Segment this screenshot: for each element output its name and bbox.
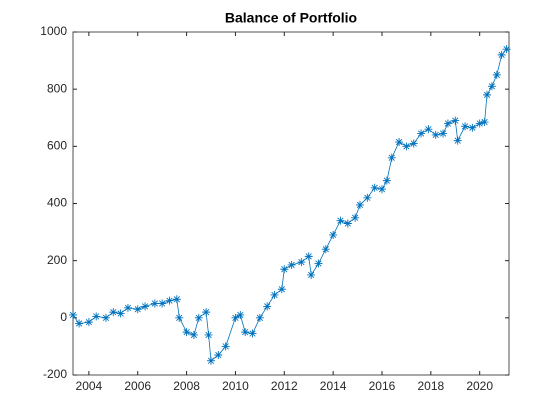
marker bbox=[116, 309, 125, 318]
chart-title: Balance of Portfolio bbox=[225, 10, 357, 26]
marker bbox=[214, 350, 223, 359]
marker bbox=[343, 219, 352, 228]
marker bbox=[158, 299, 167, 308]
marker bbox=[480, 118, 489, 127]
marker bbox=[207, 356, 216, 365]
marker bbox=[270, 290, 279, 299]
marker bbox=[172, 295, 181, 304]
marker bbox=[329, 230, 338, 239]
marker bbox=[277, 285, 286, 294]
marker bbox=[409, 139, 418, 148]
x-tick-label: 2006 bbox=[124, 379, 151, 393]
marker bbox=[221, 342, 230, 351]
marker bbox=[248, 329, 257, 338]
marker bbox=[417, 129, 426, 138]
marker bbox=[351, 213, 360, 222]
marker bbox=[255, 313, 264, 322]
marker bbox=[497, 50, 506, 59]
y-tick-label: -200 bbox=[43, 367, 67, 381]
marker bbox=[475, 119, 484, 128]
marker bbox=[231, 313, 240, 322]
marker bbox=[492, 70, 501, 79]
marker bbox=[189, 330, 198, 339]
marker bbox=[461, 122, 470, 131]
x-tick-label: 2016 bbox=[369, 379, 396, 393]
y-tick-label: 400 bbox=[47, 196, 67, 210]
marker bbox=[356, 200, 365, 209]
marker bbox=[75, 319, 84, 328]
x-tick-label: 2010 bbox=[222, 379, 249, 393]
marker bbox=[92, 312, 101, 321]
marker bbox=[443, 119, 452, 128]
marker bbox=[487, 82, 496, 91]
marker bbox=[263, 302, 272, 311]
y-tick-label: 0 bbox=[60, 310, 67, 324]
marker bbox=[483, 90, 492, 99]
marker bbox=[175, 313, 184, 322]
marker bbox=[182, 328, 191, 337]
marker bbox=[150, 299, 159, 308]
marker bbox=[451, 116, 460, 125]
marker bbox=[453, 136, 462, 145]
marker bbox=[370, 183, 379, 192]
marker bbox=[382, 176, 391, 185]
marker bbox=[204, 330, 213, 339]
marker bbox=[280, 265, 289, 274]
y-tick-label: 800 bbox=[47, 81, 67, 95]
marker bbox=[241, 328, 250, 337]
marker bbox=[236, 310, 245, 319]
marker bbox=[133, 305, 142, 314]
marker bbox=[307, 270, 316, 279]
marker bbox=[321, 245, 330, 254]
marker bbox=[377, 185, 386, 194]
marker bbox=[402, 142, 411, 151]
marker bbox=[202, 308, 211, 317]
marker bbox=[69, 310, 77, 319]
y-tick-label: 1000 bbox=[40, 24, 67, 38]
x-tick-label: 2018 bbox=[417, 379, 444, 393]
marker bbox=[468, 123, 477, 132]
marker bbox=[502, 45, 511, 54]
marker bbox=[141, 302, 150, 311]
plot-area bbox=[72, 31, 510, 376]
marker bbox=[84, 318, 93, 327]
marker bbox=[165, 296, 174, 305]
x-tick-label: 2012 bbox=[271, 379, 298, 393]
marker bbox=[431, 130, 440, 139]
marker bbox=[363, 193, 372, 202]
marker bbox=[101, 313, 110, 322]
marker bbox=[314, 259, 323, 268]
marker bbox=[424, 125, 433, 134]
x-tick-label: 2008 bbox=[173, 379, 200, 393]
marker bbox=[304, 252, 313, 261]
x-tick-label: 2014 bbox=[320, 379, 347, 393]
marker bbox=[194, 313, 203, 322]
x-tick-label: 2020 bbox=[466, 379, 493, 393]
x-tick-label: 2004 bbox=[76, 379, 103, 393]
marker bbox=[336, 216, 345, 225]
marker bbox=[395, 138, 404, 147]
y-tick-label: 200 bbox=[47, 253, 67, 267]
marker bbox=[297, 258, 306, 267]
y-tick-label: 600 bbox=[47, 139, 67, 153]
marker bbox=[439, 129, 448, 138]
marker bbox=[123, 303, 132, 312]
marker bbox=[387, 153, 396, 162]
marker bbox=[109, 308, 118, 317]
marker bbox=[287, 260, 296, 269]
